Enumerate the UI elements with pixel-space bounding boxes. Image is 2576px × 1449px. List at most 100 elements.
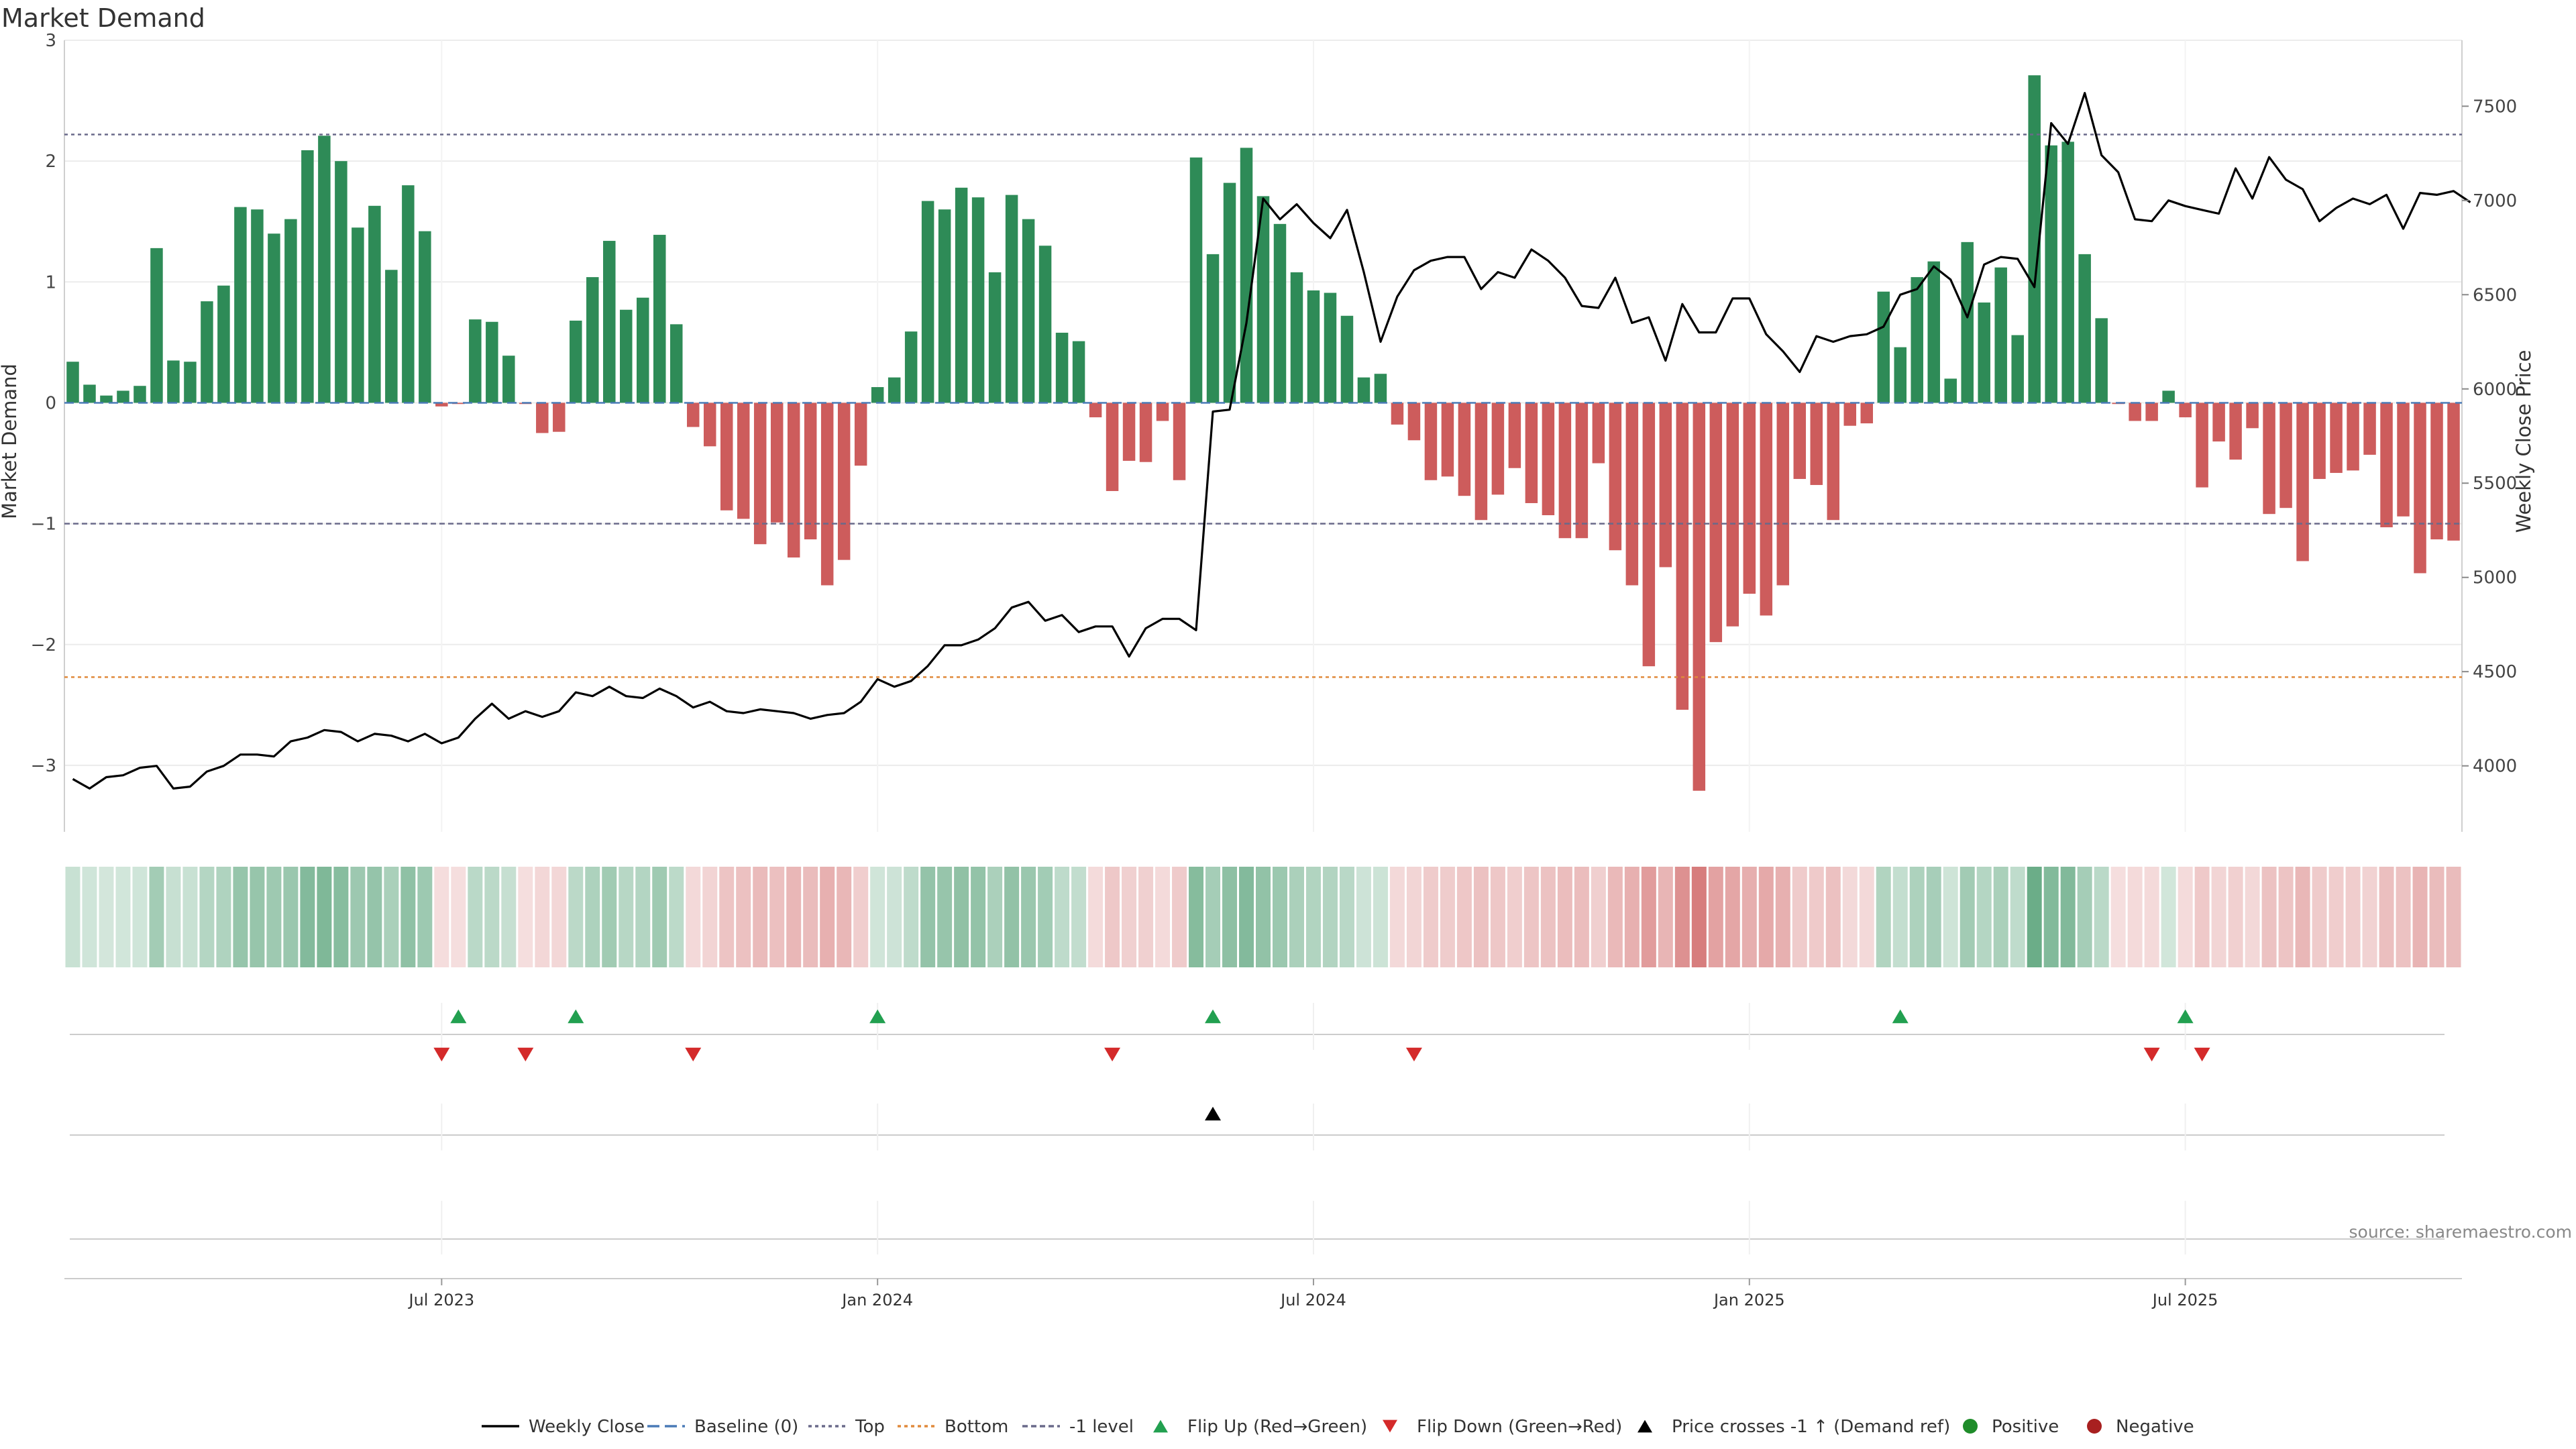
heatmap-cell	[2429, 867, 2445, 967]
demand-bar	[1793, 402, 1807, 479]
heatmap-cell	[602, 867, 617, 967]
demand-bar	[686, 402, 700, 427]
demand-bar	[804, 402, 817, 540]
heatmap-cell	[2060, 867, 2076, 967]
heatmap-cell	[216, 867, 231, 967]
demand-bar	[770, 402, 784, 523]
heatmap-cell	[1356, 867, 1371, 967]
demand-bar	[234, 207, 247, 403]
demand-bar	[1693, 402, 1706, 791]
demand-bar	[1911, 277, 1923, 403]
flip-down-marker	[517, 1047, 534, 1062]
demand-bar	[352, 227, 364, 403]
heatmap-cell	[115, 867, 131, 967]
demand-bar	[753, 402, 767, 545]
demand-bar	[1575, 402, 1589, 539]
demand-bar	[1860, 402, 1873, 424]
demand-bar	[1139, 402, 1152, 462]
demand-bar	[669, 324, 683, 403]
heatmap-cell	[669, 867, 684, 967]
demand-bar	[1256, 196, 1270, 403]
demand-bar	[217, 285, 230, 403]
demand-bar	[1357, 377, 1371, 403]
heatmap-cell	[1389, 867, 1405, 967]
y-tick-label: 1	[45, 272, 56, 292]
demand-bar	[452, 402, 465, 405]
demand-bar	[385, 270, 398, 403]
heatmap-cell	[1172, 867, 1187, 967]
flip-up-marker	[1205, 1009, 1222, 1024]
demand-bar	[201, 301, 213, 403]
demand-heatmap-strip	[65, 867, 2461, 967]
heatmap-cell	[333, 867, 349, 967]
heatmap-cell	[635, 867, 651, 967]
demand-bar	[2078, 254, 2091, 403]
demand-bar	[653, 235, 666, 403]
demand-bar	[2313, 402, 2326, 479]
heatmap-cell	[484, 867, 500, 967]
demand-bar	[1843, 402, 1857, 426]
demand-bar	[335, 161, 347, 403]
y-tick-label: 0	[45, 393, 56, 413]
flip-down-marker	[2194, 1047, 2210, 1062]
heatmap-cell	[971, 867, 986, 967]
heatmap-cell	[300, 867, 315, 967]
demand-bar	[553, 402, 566, 432]
demand-bar	[1961, 241, 1974, 403]
heatmap-cell	[853, 867, 869, 967]
y-tick-label: 3	[45, 31, 56, 51]
demand-bar	[1424, 402, 1438, 480]
demand-bar	[787, 402, 800, 558]
demand-bar	[2145, 402, 2158, 421]
demand-bar	[2196, 402, 2208, 488]
demand-bar	[1055, 332, 1069, 403]
demand-bar	[603, 241, 616, 403]
heatmap-cell	[1809, 867, 1824, 967]
flip-up-marker	[2177, 1009, 2194, 1024]
heatmap-cell	[518, 867, 533, 967]
legend: Weekly Close Baseline (0) Top Bottom -1 leve…	[482, 1417, 2194, 1437]
heatmap-cell	[1256, 867, 1271, 967]
heatmap-cell	[1055, 867, 1070, 967]
event-marker-lanes	[70, 1003, 2445, 1254]
heatmap-cell	[2345, 867, 2361, 967]
demand-bar	[167, 360, 180, 403]
demand-bar	[368, 205, 381, 403]
heatmap-cell	[1842, 867, 1858, 967]
heatmap-cell	[1440, 867, 1455, 967]
demand-bar	[570, 320, 582, 403]
demand-bar	[1307, 290, 1320, 403]
demand-bar	[1005, 195, 1018, 403]
flip-down-marker	[1405, 1047, 1422, 1062]
heatmap-cell	[1775, 867, 1790, 967]
demand-bar	[536, 402, 549, 433]
heatmap-cell	[920, 867, 936, 967]
legend-swatch	[1638, 1419, 1652, 1433]
heatmap-cell	[551, 867, 567, 967]
demand-bar	[100, 395, 113, 403]
heatmap-cell	[182, 867, 198, 967]
heatmap-cell	[1725, 867, 1740, 967]
demand-bar	[1625, 402, 1639, 586]
demand-bar	[1994, 267, 2007, 403]
heatmap-cell	[199, 867, 215, 967]
heatmap-cell	[2446, 867, 2461, 967]
demand-bar	[486, 321, 498, 403]
demand-bar	[251, 209, 264, 403]
demand-bar	[435, 402, 448, 407]
demand-bar	[469, 319, 482, 403]
flip-down-marker	[433, 1047, 450, 1062]
heatmap-cell	[1155, 867, 1171, 967]
heatmap-cell	[568, 867, 584, 967]
heatmap-cell	[1088, 867, 1104, 967]
demand-bar	[1156, 402, 1169, 421]
heatmap-cell	[2211, 867, 2226, 967]
demand-bar	[1491, 402, 1505, 495]
heatmap-cell	[719, 867, 735, 967]
heatmap-cell	[2077, 867, 2092, 967]
demand-bar	[1978, 302, 1990, 403]
heatmap-cell	[99, 867, 114, 967]
demand-bar	[419, 231, 431, 403]
demand-bar	[586, 277, 599, 403]
demand-plot	[64, 75, 2471, 791]
